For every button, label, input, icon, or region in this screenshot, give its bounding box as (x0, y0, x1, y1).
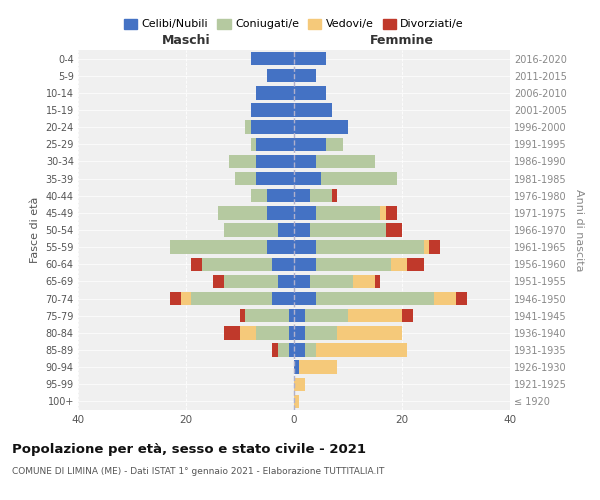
Bar (424, 240, 429, 254)
Bar (294, 360, 299, 374)
Bar (316, 344, 407, 356)
Bar (299, 360, 337, 374)
Bar (240, 326, 256, 340)
Bar (213, 274, 224, 288)
Bar (294, 69, 316, 82)
Bar (170, 240, 267, 254)
Bar (316, 206, 380, 220)
Bar (310, 274, 353, 288)
Bar (310, 224, 386, 236)
Bar (240, 309, 245, 322)
Bar (267, 240, 294, 254)
Bar (267, 69, 294, 82)
Bar (289, 326, 294, 340)
Bar (305, 326, 337, 340)
Bar (294, 138, 326, 151)
Bar (289, 344, 294, 356)
Bar (256, 138, 294, 151)
Bar (251, 104, 294, 117)
Bar (251, 138, 256, 151)
Bar (294, 189, 310, 202)
Bar (267, 206, 294, 220)
Bar (256, 172, 294, 186)
Bar (429, 240, 440, 254)
Bar (353, 274, 375, 288)
Bar (170, 292, 181, 306)
Bar (294, 86, 326, 100)
Bar (229, 154, 256, 168)
Bar (294, 104, 332, 117)
Bar (289, 309, 294, 322)
Bar (256, 326, 289, 340)
Bar (294, 224, 310, 236)
Bar (191, 258, 202, 271)
Bar (294, 206, 316, 220)
Bar (251, 189, 267, 202)
Bar (316, 292, 434, 306)
Bar (278, 274, 294, 288)
Legend: Celibi/Nubili, Coniugati/e, Vedovi/e, Divorziati/e: Celibi/Nubili, Coniugati/e, Vedovi/e, Di… (119, 14, 469, 34)
Bar (294, 258, 316, 271)
Bar (224, 326, 240, 340)
Bar (251, 120, 294, 134)
Bar (294, 378, 305, 391)
Bar (256, 86, 294, 100)
Bar (278, 224, 294, 236)
Bar (332, 189, 337, 202)
Bar (294, 394, 299, 408)
Bar (391, 258, 407, 271)
Bar (294, 154, 316, 168)
Bar (294, 326, 305, 340)
Bar (305, 344, 316, 356)
Bar (294, 240, 316, 254)
Bar (278, 344, 289, 356)
Bar (375, 274, 380, 288)
Bar (251, 52, 294, 66)
Text: COMUNE DI LIMINA (ME) - Dati ISTAT 1° gennaio 2021 - Elaborazione TUTTITALIA.IT: COMUNE DI LIMINA (ME) - Dati ISTAT 1° ge… (12, 468, 385, 476)
Text: Maschi: Maschi (161, 34, 211, 46)
Bar (224, 224, 278, 236)
Bar (337, 326, 402, 340)
Bar (294, 274, 310, 288)
Bar (218, 206, 267, 220)
Bar (434, 292, 456, 306)
Bar (294, 344, 305, 356)
Bar (380, 206, 386, 220)
Bar (305, 309, 348, 322)
Bar (316, 154, 375, 168)
Bar (294, 292, 316, 306)
Bar (267, 189, 294, 202)
Bar (256, 154, 294, 168)
Bar (294, 52, 326, 66)
Bar (224, 274, 278, 288)
Bar (386, 224, 402, 236)
Text: Femmine: Femmine (370, 34, 434, 46)
Bar (321, 172, 397, 186)
Bar (316, 258, 391, 271)
Bar (407, 258, 424, 271)
Bar (316, 240, 424, 254)
Bar (191, 292, 272, 306)
Bar (181, 292, 191, 306)
Bar (294, 120, 348, 134)
Bar (310, 189, 332, 202)
Text: Popolazione per età, sesso e stato civile - 2021: Popolazione per età, sesso e stato civil… (12, 442, 366, 456)
Bar (294, 309, 305, 322)
Bar (348, 309, 402, 322)
Y-axis label: Fasce di età: Fasce di età (30, 197, 40, 263)
Bar (386, 206, 397, 220)
Y-axis label: Anni di nascita: Anni di nascita (574, 188, 584, 271)
Bar (245, 120, 251, 134)
Bar (245, 309, 289, 322)
Bar (272, 292, 294, 306)
Bar (202, 258, 272, 271)
Bar (402, 309, 413, 322)
Bar (294, 172, 321, 186)
Bar (456, 292, 467, 306)
Bar (272, 344, 278, 356)
Bar (326, 138, 343, 151)
Bar (235, 172, 256, 186)
Bar (272, 258, 294, 271)
